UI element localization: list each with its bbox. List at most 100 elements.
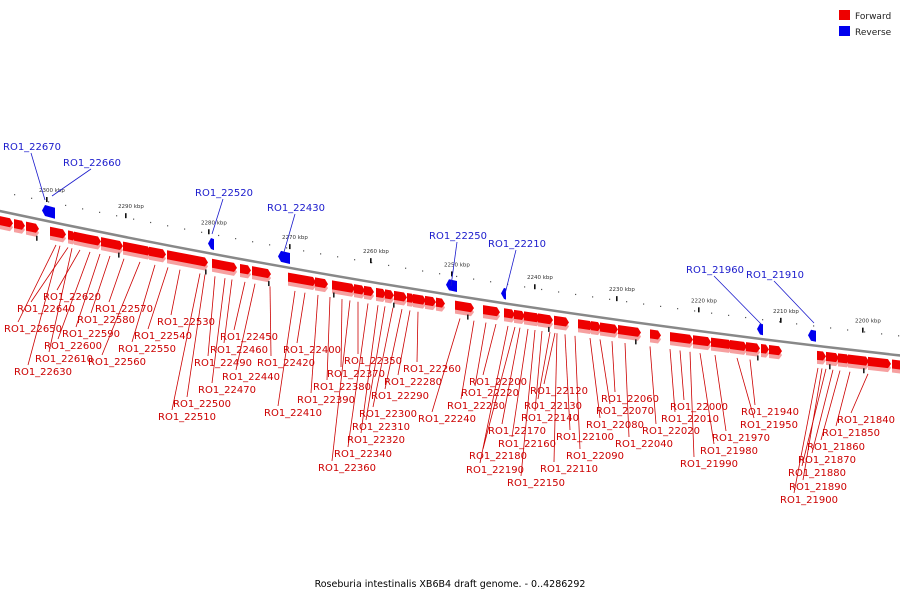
forward-gene-label[interactable]: RO1_22360 <box>318 463 376 474</box>
forward-gene[interactable] <box>730 340 747 351</box>
forward-gene-label[interactable]: RO1_22120 <box>530 386 588 397</box>
forward-gene-label[interactable]: RO1_22110 <box>540 464 598 475</box>
forward-gene-label[interactable]: RO1_21850 <box>822 428 880 439</box>
forward-gene-label[interactable]: RO1_22510 <box>158 412 216 423</box>
forward-gene[interactable] <box>524 311 540 323</box>
reverse-gene-label[interactable]: RO1_22520 <box>195 188 253 199</box>
forward-gene-label[interactable]: RO1_21900 <box>780 495 838 506</box>
forward-gene[interactable] <box>55 227 66 239</box>
reverse-gene-label[interactable]: RO1_21960 <box>686 265 744 276</box>
forward-gene-label[interactable]: RO1_22390 <box>297 395 355 406</box>
reverse-gene[interactable] <box>208 238 214 251</box>
forward-gene-label[interactable]: RO1_22280 <box>384 377 442 388</box>
forward-gene-label[interactable]: RO1_21990 <box>680 459 738 470</box>
forward-gene[interactable] <box>26 221 39 233</box>
forward-gene[interactable] <box>252 266 271 279</box>
forward-gene-label[interactable]: RO1_22640 <box>17 304 75 315</box>
forward-gene-label[interactable]: RO1_21880 <box>788 468 846 479</box>
forward-gene-label[interactable]: RO1_22140 <box>521 413 579 424</box>
forward-gene[interactable] <box>436 297 445 308</box>
forward-gene-label[interactable]: RO1_22020 <box>642 426 700 437</box>
forward-gene[interactable] <box>332 280 355 293</box>
forward-gene-label[interactable]: RO1_22410 <box>264 408 322 419</box>
reverse-gene[interactable] <box>808 329 816 342</box>
forward-gene[interactable] <box>74 231 90 244</box>
forward-gene-label[interactable]: RO1_22310 <box>352 422 410 433</box>
forward-gene-label[interactable]: RO1_22290 <box>371 391 429 402</box>
forward-gene[interactable] <box>167 250 193 264</box>
forward-gene[interactable] <box>693 335 711 347</box>
forward-gene[interactable] <box>225 261 237 272</box>
forward-gene-label[interactable]: RO1_22570 <box>95 304 153 315</box>
legend-item-forward[interactable]: Forward <box>839 10 891 22</box>
forward-gene[interactable] <box>578 319 593 331</box>
forward-gene[interactable] <box>455 300 474 313</box>
forward-gene-label[interactable]: RO1_21950 <box>740 420 798 431</box>
forward-gene[interactable] <box>0 216 13 228</box>
reverse-gene[interactable] <box>501 287 506 300</box>
forward-gene[interactable] <box>354 284 365 295</box>
forward-gene-label[interactable]: RO1_22420 <box>257 358 315 369</box>
forward-gene-label[interactable]: RO1_21890 <box>789 482 847 493</box>
forward-gene-label[interactable]: RO1_21940 <box>741 407 799 418</box>
forward-gene[interactable] <box>600 322 618 334</box>
forward-gene-label[interactable]: RO1_22620 <box>43 292 101 303</box>
forward-gene-label[interactable]: RO1_22090 <box>566 451 624 462</box>
forward-gene-label[interactable]: RO1_22190 <box>466 465 524 476</box>
forward-gene[interactable] <box>650 329 661 340</box>
forward-gene[interactable] <box>769 344 782 356</box>
forward-gene-label[interactable]: RO1_22650 <box>4 324 62 335</box>
forward-gene[interactable] <box>554 315 569 327</box>
forward-gene[interactable] <box>892 359 900 370</box>
forward-gene-label[interactable]: RO1_22350 <box>344 356 402 367</box>
reverse-gene-label[interactable]: RO1_22210 <box>488 239 546 250</box>
forward-gene-label[interactable]: RO1_22200 <box>469 377 527 388</box>
forward-gene-label[interactable]: RO1_22260 <box>403 364 461 375</box>
forward-gene-label[interactable]: RO1_22490 <box>194 358 252 369</box>
forward-gene-label[interactable]: RO1_22580 <box>77 315 135 326</box>
forward-gene-label[interactable]: RO1_22000 <box>670 402 728 413</box>
forward-gene-label[interactable]: RO1_22370 <box>327 369 385 380</box>
forward-gene-label[interactable]: RO1_22470 <box>198 385 256 396</box>
forward-gene-label[interactable]: RO1_22040 <box>615 439 673 450</box>
forward-gene[interactable] <box>123 241 151 256</box>
reverse-gene[interactable] <box>42 205 55 219</box>
reverse-gene[interactable] <box>446 279 457 293</box>
forward-gene-label[interactable]: RO1_22530 <box>157 317 215 328</box>
reverse-gene-label[interactable]: RO1_21910 <box>746 270 804 281</box>
forward-gene-label[interactable]: RO1_21970 <box>712 433 770 444</box>
forward-gene-label[interactable]: RO1_22630 <box>14 367 72 378</box>
forward-gene-label[interactable]: RO1_22080 <box>586 420 644 431</box>
forward-gene[interactable] <box>848 354 869 366</box>
forward-gene[interactable] <box>315 277 328 289</box>
forward-gene[interactable] <box>504 308 515 319</box>
forward-gene[interactable] <box>538 313 553 325</box>
forward-gene-label[interactable]: RO1_21870 <box>798 455 856 466</box>
forward-gene-label[interactable]: RO1_22600 <box>44 341 102 352</box>
forward-gene-label[interactable]: RO1_22160 <box>498 439 556 450</box>
forward-gene[interactable] <box>618 324 641 337</box>
forward-gene[interactable] <box>483 305 500 317</box>
forward-gene-label[interactable]: RO1_22150 <box>507 478 565 489</box>
forward-gene[interactable] <box>149 246 166 259</box>
forward-gene-label[interactable]: RO1_22130 <box>524 401 582 412</box>
forward-gene-label[interactable]: RO1_22610 <box>35 354 93 365</box>
forward-gene-label[interactable]: RO1_21840 <box>837 415 895 426</box>
forward-gene[interactable] <box>288 272 316 287</box>
reverse-gene-label[interactable]: RO1_22670 <box>3 142 61 153</box>
forward-gene-label[interactable]: RO1_21860 <box>807 442 865 453</box>
reverse-gene[interactable] <box>757 323 763 336</box>
forward-gene-label[interactable]: RO1_22340 <box>334 449 392 460</box>
forward-gene[interactable] <box>670 332 693 344</box>
forward-gene-label[interactable]: RO1_22170 <box>488 426 546 437</box>
forward-gene-label[interactable]: RO1_22380 <box>313 382 371 393</box>
forward-gene[interactable] <box>87 234 101 246</box>
forward-gene[interactable] <box>826 351 839 363</box>
forward-gene[interactable] <box>591 321 601 332</box>
forward-gene[interactable] <box>838 353 850 364</box>
forward-gene-label[interactable]: RO1_22230 <box>447 401 505 412</box>
forward-gene[interactable] <box>385 289 394 300</box>
reverse-gene-label[interactable]: RO1_22250 <box>429 231 487 242</box>
forward-gene-label[interactable]: RO1_22440 <box>222 372 280 383</box>
forward-gene[interactable] <box>364 285 374 296</box>
